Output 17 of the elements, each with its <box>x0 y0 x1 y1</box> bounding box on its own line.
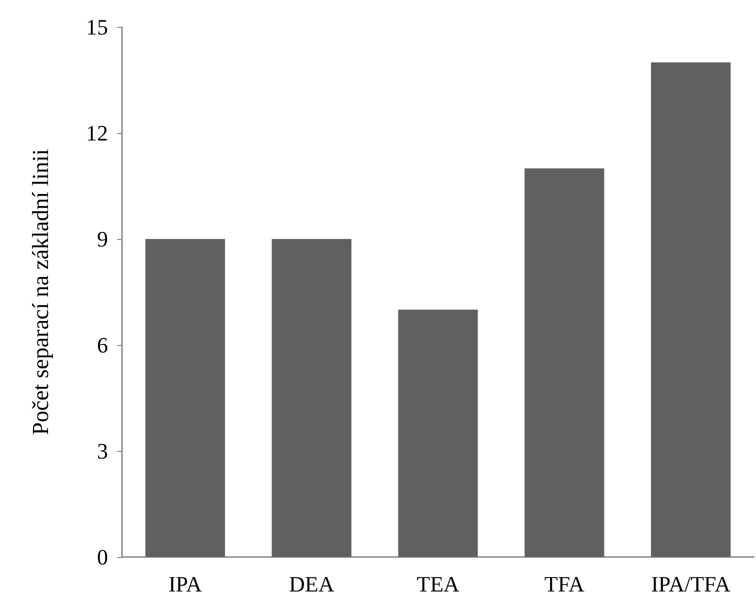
bar <box>145 239 226 557</box>
y-tick-label: 6 <box>97 332 108 358</box>
x-tick-label: TEA <box>416 572 460 596</box>
x-tick-label: IPA/TFA <box>651 572 731 596</box>
y-tick-label: 0 <box>97 544 108 570</box>
bar <box>398 310 478 557</box>
y-tick-label: 3 <box>97 438 108 464</box>
y-axis-title: Počet separací na základní linii <box>28 148 53 436</box>
y-tick-label: 15 <box>86 14 108 40</box>
bar <box>524 168 604 557</box>
y-tick-label: 9 <box>97 226 108 252</box>
x-tick-label: TFA <box>544 572 584 596</box>
y-tick-label: 12 <box>86 120 108 146</box>
x-tick-label: DEA <box>288 572 334 596</box>
bar <box>272 239 352 557</box>
bar <box>650 62 731 557</box>
x-tick-label: IPA <box>168 572 202 596</box>
